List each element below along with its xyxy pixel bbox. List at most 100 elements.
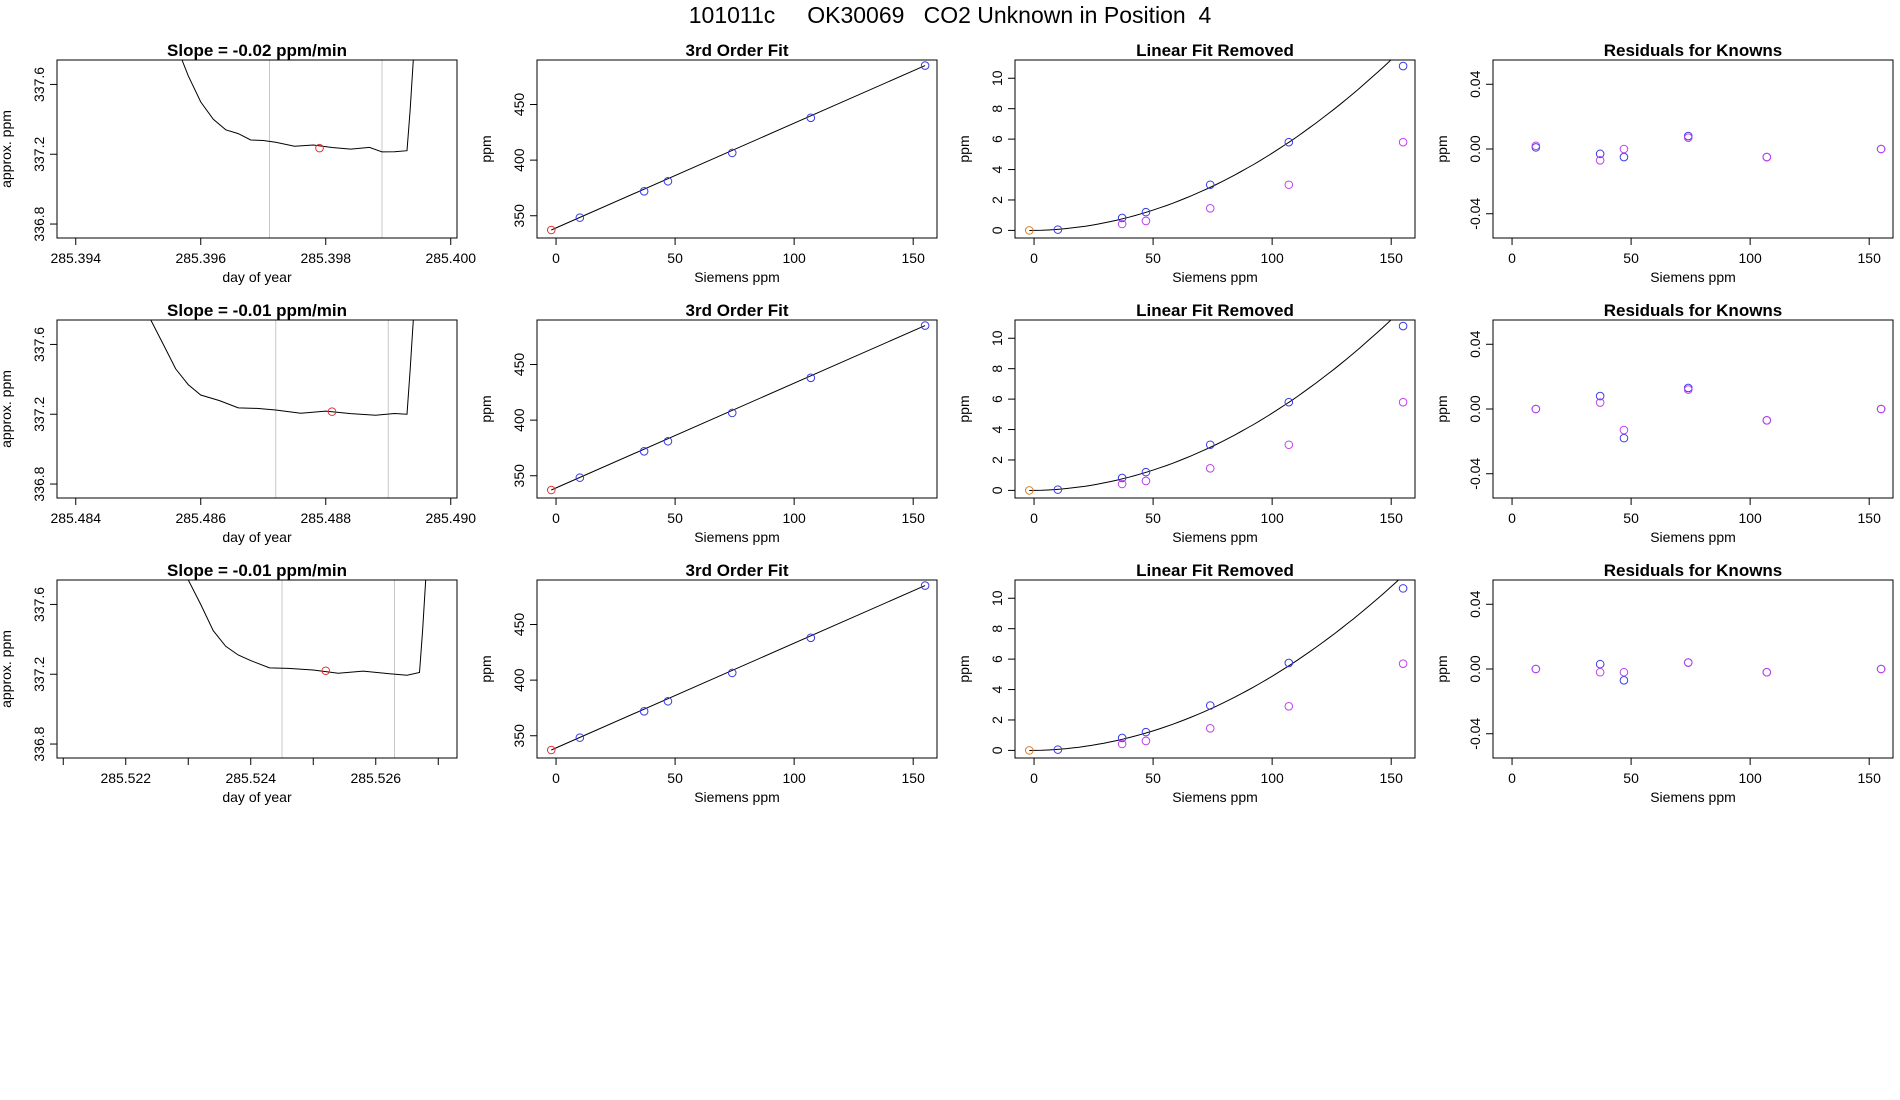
x-tick-label: 150	[902, 770, 926, 786]
data-point-knowns	[806, 113, 816, 123]
y-axis-label: ppm	[1434, 395, 1450, 422]
plot-frame	[536, 59, 938, 239]
panel-title: Residuals for Knowns	[1604, 301, 1783, 320]
data-point-b	[1876, 144, 1886, 154]
data-point-cubic	[1117, 473, 1127, 483]
y-tick-label: 4	[989, 685, 1005, 693]
data-point-cubic	[1284, 397, 1294, 407]
y-tick-label: 8	[989, 105, 1005, 113]
panel-title: Residuals for Knowns	[1604, 41, 1783, 60]
y-tick-label: 0	[989, 226, 1005, 234]
y-tick-label: 0	[989, 486, 1005, 494]
plot-data-layer	[1531, 131, 1886, 165]
y-tick-label: 2	[989, 716, 1005, 724]
data-point-removed	[1141, 736, 1151, 746]
unknown-marker	[315, 143, 324, 153]
x-tick-label: 285.488	[300, 510, 351, 526]
data-point-a	[1595, 149, 1605, 159]
data-point-b	[1619, 144, 1629, 154]
data-point-unknown	[546, 485, 556, 495]
panel-title: Slope = -0.01 ppm/min	[167, 301, 347, 320]
plot-frame	[536, 319, 938, 499]
data-point-cubic	[1117, 213, 1127, 223]
y-axis-label: ppm	[1434, 135, 1450, 162]
x-tick-label: 285.490	[425, 510, 476, 526]
x-tick-label: 285.398	[300, 250, 351, 266]
data-point-removed	[1398, 397, 1408, 407]
x-tick-label: 0	[552, 510, 560, 526]
x-tick-label: 0	[552, 770, 560, 786]
y-tick-label: 4	[989, 425, 1005, 433]
x-tick-label: 150	[902, 510, 926, 526]
data-point-b	[1762, 152, 1772, 162]
x-tick-label: 285.524	[225, 770, 276, 786]
panel-title: Linear Fit Removed	[1136, 301, 1294, 320]
plot-data-layer	[546, 321, 930, 495]
y-tick-label: 350	[511, 724, 527, 748]
data-point-removed	[1141, 216, 1151, 226]
y-tick-label: 337.2	[31, 137, 47, 172]
y-tick-label: 0.04	[1467, 70, 1483, 97]
data-point-knowns	[639, 706, 649, 716]
data-point-b	[1595, 398, 1605, 407]
y-tick-label: 2	[989, 456, 1005, 464]
y-axis-label: approx. ppm	[0, 110, 14, 188]
y-axis-label: ppm	[956, 135, 972, 162]
x-tick-label: 150	[1380, 250, 1404, 266]
y-tick-label: 350	[511, 204, 527, 228]
x-tick-label: 50	[1623, 770, 1639, 786]
data-point-cubic	[1141, 727, 1151, 737]
x-tick-label: 150	[1380, 770, 1404, 786]
x-axis-label: Siemens ppm	[694, 269, 780, 285]
data-point-b	[1683, 385, 1693, 394]
y-axis-label: ppm	[1434, 655, 1450, 682]
x-tick-label: 100	[1738, 250, 1762, 266]
x-tick-label: 100	[1738, 770, 1762, 786]
panel-title: 3rd Order Fit	[686, 41, 789, 60]
data-point-knowns	[639, 186, 649, 196]
plot-data-layer	[187, 580, 427, 676]
x-tick-label: 100	[1260, 770, 1284, 786]
data-point-cubic	[1141, 467, 1151, 477]
x-tick-label: 50	[1145, 770, 1161, 786]
plot-frame	[1014, 59, 1416, 239]
data-point-removed	[1205, 464, 1215, 473]
y-tick-label: 0.04	[1467, 590, 1483, 617]
x-tick-label: 50	[1623, 250, 1639, 266]
data-point-removed	[1117, 479, 1127, 489]
y-tick-label: 0.00	[1467, 395, 1483, 422]
panel-title: Slope = -0.02 ppm/min	[167, 41, 347, 60]
panel-1-2: 3rd Order Fit Siemens ppm ppm 0 50 100 150 350 4…	[478, 41, 938, 285]
x-tick-label: 285.486	[175, 510, 226, 526]
data-point-knowns	[663, 436, 673, 446]
data-point-knowns	[727, 148, 737, 158]
panel-title: Linear Fit Removed	[1136, 41, 1294, 60]
x-tick-label: 100	[782, 770, 806, 786]
y-tick-label: 450	[511, 353, 527, 377]
plot-data-layer	[546, 581, 930, 755]
x-axis-label: Siemens ppm	[1650, 269, 1736, 285]
x-tick-label: 150	[1858, 770, 1882, 786]
data-point-removed	[1284, 180, 1294, 190]
data-point-removed	[1117, 739, 1127, 749]
panel-1-4: Residuals for Knowns Siemens ppm ppm 0 50 100…	[1434, 41, 1894, 285]
data-point-a	[1619, 433, 1629, 443]
data-point-b	[1683, 133, 1693, 142]
x-tick-label: 285.394	[50, 250, 101, 266]
data-point-knowns	[663, 176, 673, 186]
x-tick-label: 285.526	[350, 770, 401, 786]
data-point-a	[1595, 391, 1605, 401]
plot-frame	[1014, 579, 1416, 759]
y-axis-label: ppm	[956, 655, 972, 682]
data-point-knowns	[727, 668, 737, 678]
x-tick-label: 100	[1260, 510, 1284, 526]
x-tick-label: 150	[1858, 250, 1882, 266]
x-tick-label: 285.484	[50, 510, 101, 526]
data-point-knowns	[663, 696, 673, 706]
y-tick-label: 8	[989, 365, 1005, 373]
x-tick-label: 0	[1030, 770, 1038, 786]
plot-data-layer	[150, 320, 414, 416]
panel-3-4: Residuals for Knowns Siemens ppm ppm 0 50 100…	[1434, 561, 1894, 805]
unknown-marker	[327, 407, 337, 416]
